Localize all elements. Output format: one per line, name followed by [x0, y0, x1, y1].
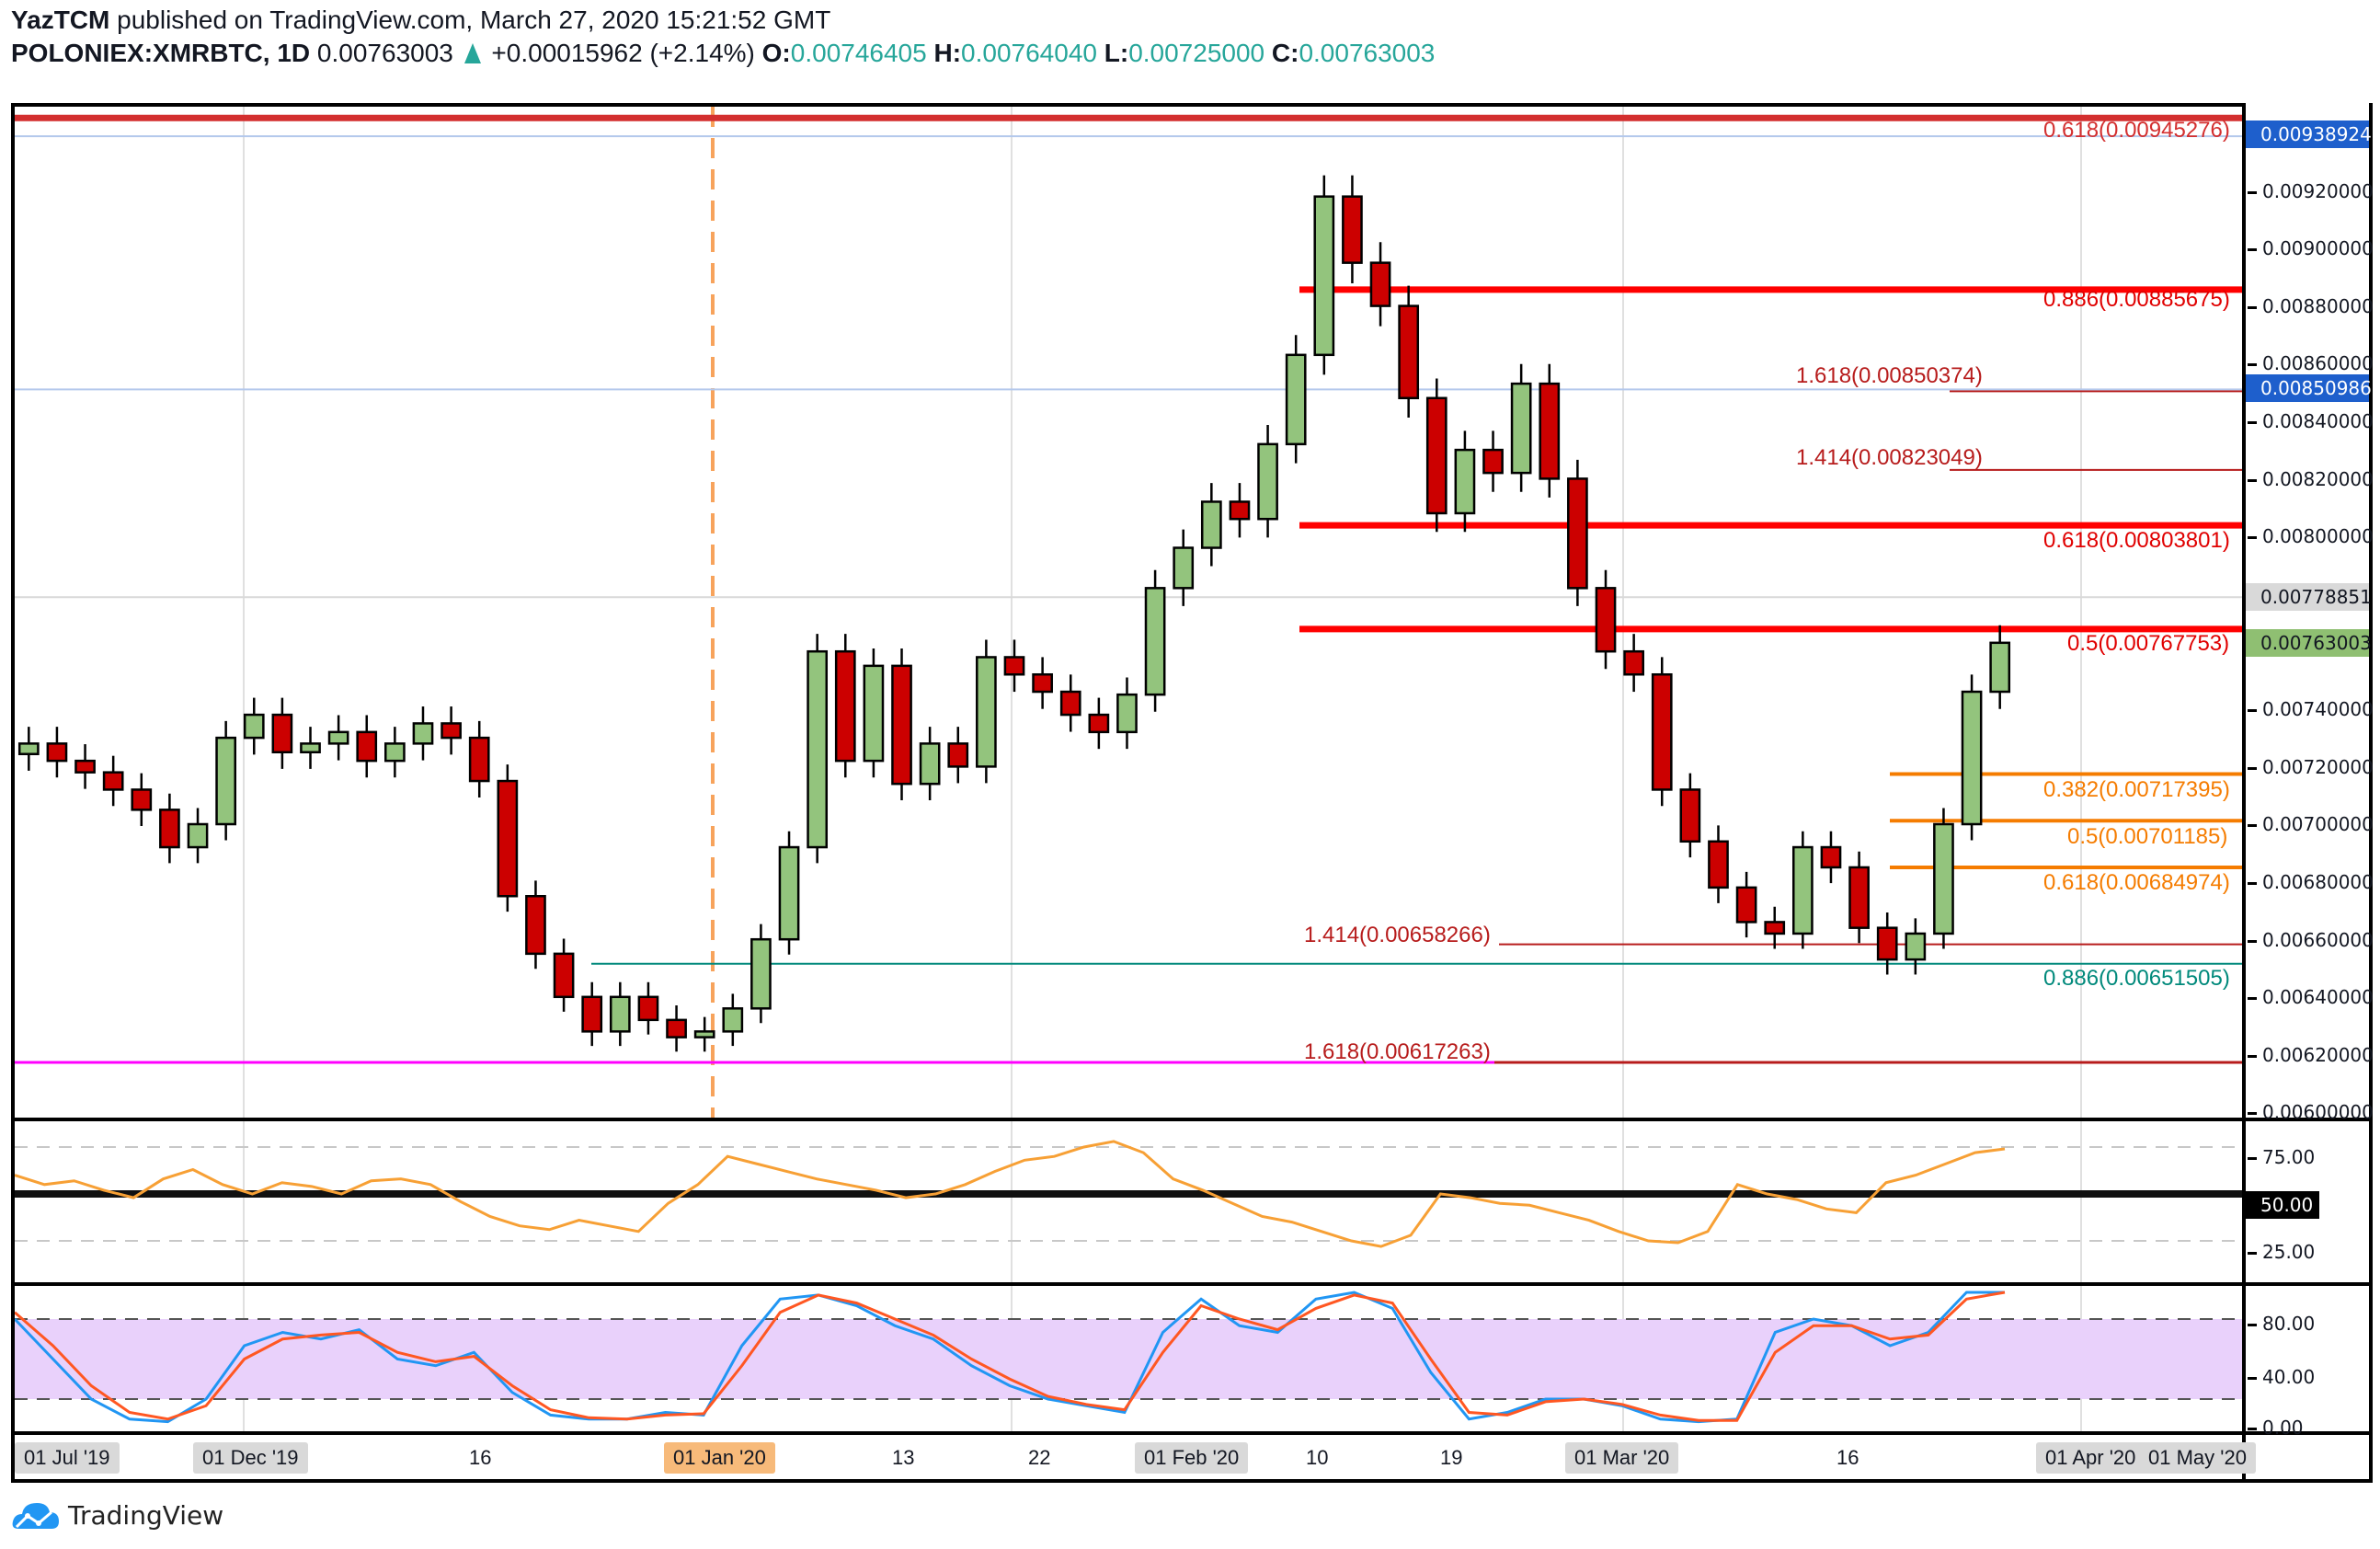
- fib-label: 0.886(0.00651505): [2043, 966, 2230, 991]
- fib-label: 0.5(0.00701185): [2067, 824, 2228, 849]
- price-change: +0.00015962 (+2.14%): [491, 39, 755, 67]
- fib-label: 0.618(0.00684974): [2043, 870, 2230, 895]
- price-tick: 0.00680000: [2248, 871, 2374, 893]
- price-tick: 0.00820000: [2248, 468, 2374, 490]
- rsi-tick: 25.00: [2248, 1241, 2315, 1263]
- fib-label: 0.886(0.00885675): [2043, 287, 2230, 312]
- time-label: 01 Mar '20: [1565, 1442, 1679, 1474]
- symbol-legend: POLONIEX:XMRBTC, 1D 0.00763003 +0.000159…: [11, 39, 1435, 68]
- stoch-pane-separator[interactable]: [11, 1282, 2373, 1286]
- price-tick: 0.00620000: [2248, 1044, 2374, 1066]
- fib-label: 0.618(0.00803801): [2043, 528, 2230, 553]
- published-text: published on TradingView.com, March 27, …: [117, 6, 831, 34]
- fib-label: 1.414(0.00658266): [1304, 923, 1491, 947]
- rsi-tick: 75.00: [2248, 1146, 2315, 1168]
- time-label: 16: [1836, 1446, 1859, 1469]
- price-tick: 0.00660000: [2248, 929, 2374, 951]
- price-tag-line: 0.00850986: [2246, 374, 2372, 402]
- price-tick: 0.00800000: [2248, 525, 2374, 547]
- high-label: H:: [933, 39, 962, 67]
- low-value: 0.00725000: [1128, 39, 1265, 67]
- price-tag-high-line: 0.00938924: [2246, 120, 2372, 148]
- time-label: 01 Dec '19: [193, 1442, 308, 1474]
- logo-text: TradingView: [68, 1499, 224, 1531]
- fib-label: 0.382(0.00717395): [2043, 777, 2230, 802]
- close-label: C:: [1271, 39, 1299, 67]
- fib-label: 0.5(0.00767753): [2067, 631, 2230, 656]
- up-triangle-icon: [463, 43, 481, 63]
- tradingview-logo[interactable]: TradingView: [11, 1499, 223, 1531]
- time-label: 13: [892, 1446, 915, 1469]
- price-tick: 0.00740000: [2248, 698, 2374, 720]
- time-label: 19: [1440, 1446, 1463, 1469]
- symbol-name[interactable]: POLONIEX:XMRBTC, 1D: [11, 39, 311, 67]
- stoch-tick: 0.00: [2248, 1417, 2304, 1439]
- time-label-highlighted: 01 Jan '20: [664, 1442, 775, 1474]
- price-tick: 0.00840000: [2248, 410, 2374, 432]
- time-label: 01 Apr '20: [2036, 1442, 2145, 1474]
- chart-frame: [11, 103, 2246, 1435]
- time-label: 01 Jul '19: [15, 1442, 120, 1474]
- close-value: 0.00763003: [1299, 39, 1436, 67]
- rsi-level-tag: 50.00: [2246, 1191, 2319, 1219]
- fib-label: 1.414(0.00823049): [1796, 445, 1983, 470]
- time-label: 01 Feb '20: [1135, 1442, 1249, 1474]
- author-name[interactable]: YazTCM: [11, 6, 110, 34]
- price-tick: 0.00900000: [2248, 237, 2374, 259]
- fib-label: 1.618(0.00850374): [1796, 363, 1983, 388]
- last-price: 0.00763003: [316, 39, 453, 67]
- fib-label: 0.618(0.00945276): [2043, 118, 2230, 143]
- stoch-tick: 80.00: [2248, 1313, 2315, 1335]
- price-tick: 0.00640000: [2248, 986, 2374, 1008]
- price-tick: 0.00700000: [2248, 813, 2374, 835]
- time-label: 10: [1306, 1446, 1329, 1469]
- time-label: 22: [1028, 1446, 1051, 1469]
- price-axis[interactable]: [2242, 103, 2373, 1483]
- price-tick: 0.00860000: [2248, 352, 2374, 374]
- tradingview-cloud-icon: [12, 1503, 60, 1529]
- open-label: O:: [761, 39, 791, 67]
- price-tag-last: 0.00763003: [2246, 629, 2372, 657]
- time-axis[interactable]: [11, 1431, 2373, 1483]
- price-tick: 0.00720000: [2248, 756, 2374, 778]
- rsi-pane-separator[interactable]: [11, 1118, 2373, 1121]
- publish-info: YazTCM published on TradingView.com, Mar…: [11, 6, 830, 35]
- price-tick: 0.00920000: [2248, 180, 2374, 202]
- stoch-tick: 40.00: [2248, 1366, 2315, 1388]
- price-tick: 0.00600000: [2248, 1101, 2374, 1123]
- time-label: 16: [469, 1446, 492, 1469]
- high-value: 0.00764040: [961, 39, 1097, 67]
- price-tag-previous: 0.00778851: [2246, 583, 2372, 611]
- open-value: 0.00746405: [790, 39, 927, 67]
- fib-label: 1.618(0.00617263): [1304, 1039, 1491, 1064]
- price-tick: 0.00880000: [2248, 295, 2374, 317]
- time-label: 01 May '20: [2139, 1442, 2256, 1474]
- low-label: L:: [1104, 39, 1129, 67]
